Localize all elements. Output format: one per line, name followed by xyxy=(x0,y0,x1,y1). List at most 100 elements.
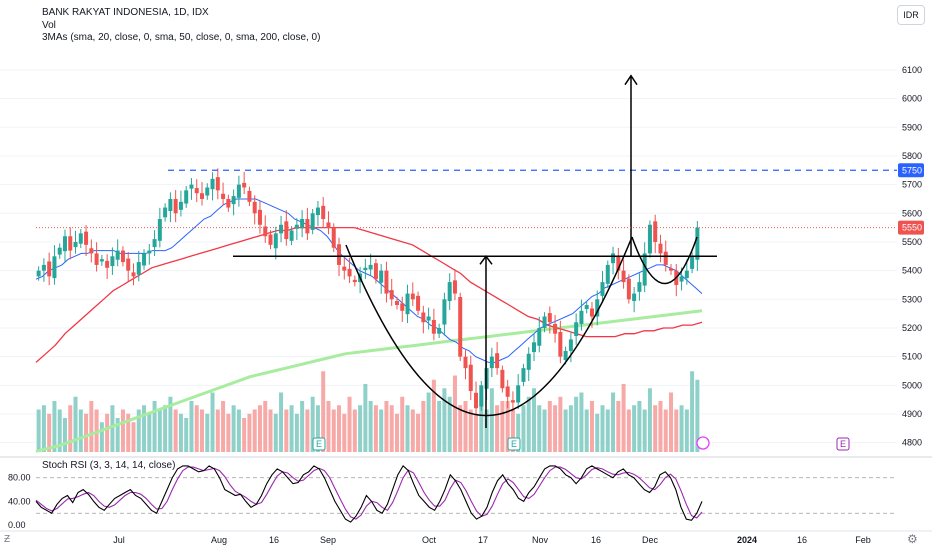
volume-legend[interactable]: Vol xyxy=(42,20,56,31)
volume-bar xyxy=(690,371,695,452)
volume-bar xyxy=(373,405,378,452)
candle-body xyxy=(157,219,162,241)
candle-body xyxy=(537,327,542,346)
candle-body xyxy=(416,295,421,311)
volume-bar xyxy=(521,405,526,452)
candle-body xyxy=(553,323,558,334)
candle xyxy=(173,190,178,223)
candle xyxy=(294,218,299,240)
candle-body xyxy=(373,263,378,280)
volume-bar xyxy=(358,405,363,452)
candle-body xyxy=(431,319,436,334)
price-tick-label: 5300 xyxy=(902,294,922,304)
candle-body xyxy=(510,400,515,403)
volume-bar xyxy=(163,405,168,452)
candle-body xyxy=(595,299,600,317)
candle-body xyxy=(568,339,573,351)
price-badge-label: 5550 xyxy=(902,223,922,233)
candle-body xyxy=(279,224,284,234)
candle-body xyxy=(505,386,510,397)
candle-body xyxy=(690,256,695,269)
volume-bar xyxy=(568,405,573,452)
volume-bar xyxy=(542,409,547,452)
candle-body xyxy=(215,177,220,191)
cup-depth-arrowhead xyxy=(479,255,493,265)
candle-body xyxy=(178,201,183,210)
moving-averages-legend[interactable]: 3MAs (sma, 20, close, 0, sma, 50, close,… xyxy=(42,32,321,43)
candle-body xyxy=(379,270,384,283)
volume-bar xyxy=(289,405,294,452)
candle-body xyxy=(300,219,305,229)
stoch-rsi-legend[interactable]: Stoch RSI (3, 3, 14, 14, close) xyxy=(42,460,176,471)
candle xyxy=(221,182,226,206)
volume-bar xyxy=(531,388,537,452)
candle xyxy=(236,175,241,207)
candle xyxy=(363,258,368,279)
time-tick-label: 16 xyxy=(269,535,279,545)
candle xyxy=(611,246,616,275)
volume-bar xyxy=(616,401,621,452)
settings-gear-icon[interactable]: ⚙ xyxy=(907,532,918,546)
volume-bar xyxy=(658,401,663,452)
candle xyxy=(226,194,231,212)
candle-body xyxy=(289,230,294,241)
tradingview-logo-icon[interactable]: Ƶ xyxy=(4,534,11,545)
candle-body xyxy=(642,253,647,286)
candle-body xyxy=(221,193,226,199)
candle-body xyxy=(421,312,426,323)
volume-bar xyxy=(205,413,210,452)
candle-body xyxy=(389,290,394,300)
time-tick-label: Aug xyxy=(211,535,227,545)
volume-bar xyxy=(78,409,83,452)
price-badge xyxy=(898,163,924,178)
candle-body xyxy=(52,256,57,279)
candle xyxy=(310,208,315,235)
candle xyxy=(368,253,373,277)
candle-body xyxy=(426,316,431,321)
candle-body xyxy=(579,310,584,324)
volume-bar xyxy=(352,409,357,452)
candle xyxy=(621,259,626,289)
candle-body xyxy=(584,305,589,310)
symbol-title[interactable]: BANK RAKYAT INDONESIA, 1D, IDX xyxy=(42,7,209,18)
candle-body xyxy=(669,268,674,271)
candle-body xyxy=(247,190,252,202)
candles-layer xyxy=(36,168,700,415)
candle xyxy=(215,168,220,200)
candle-body xyxy=(363,267,368,271)
candle xyxy=(263,215,268,243)
candle-body xyxy=(99,259,104,262)
volume-bar xyxy=(347,396,352,452)
candle-body xyxy=(516,385,521,403)
currency-button[interactable]: IDR xyxy=(897,5,925,25)
candle xyxy=(463,350,468,380)
volume-bar xyxy=(574,396,579,452)
candle xyxy=(352,275,357,287)
candle-body xyxy=(173,198,178,214)
candle xyxy=(647,220,652,258)
candle-body xyxy=(600,282,605,296)
volume-bar xyxy=(57,409,62,452)
candle-body xyxy=(163,207,168,218)
volume-bar xyxy=(510,409,515,452)
volume-bar xyxy=(62,418,67,452)
candle-body xyxy=(294,224,299,229)
candle xyxy=(526,347,531,382)
candle xyxy=(73,230,78,254)
candle-body xyxy=(131,272,136,277)
volume-bar xyxy=(168,396,173,452)
candle xyxy=(389,278,394,306)
volume-bar xyxy=(605,409,610,452)
volume-bar xyxy=(326,401,331,452)
candle-body xyxy=(400,303,405,311)
time-tick-label: Feb xyxy=(855,535,871,545)
volume-bar xyxy=(547,401,552,452)
candle-body xyxy=(447,282,452,302)
candle-body xyxy=(663,251,668,265)
candle-body xyxy=(315,207,320,216)
candle-body xyxy=(632,293,637,302)
time-tick-label: Oct xyxy=(422,535,437,545)
candle xyxy=(690,252,695,274)
volume-bar xyxy=(611,392,616,452)
candle xyxy=(553,315,558,343)
